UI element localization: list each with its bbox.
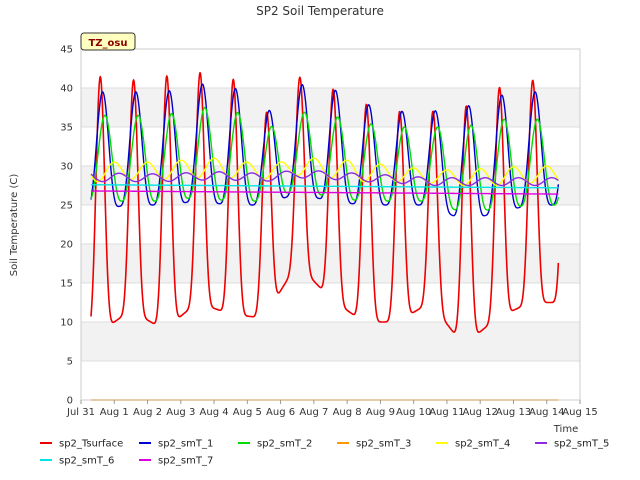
legend-item-sp2_smT_2: sp2_smT_2 (238, 439, 312, 450)
y-tick-label: 35 (60, 123, 73, 134)
x-tick-label: Aug 2 (133, 407, 162, 418)
y-tick-label: 10 (60, 318, 73, 329)
legend-label: sp2_smT_6 (59, 456, 114, 467)
y-tick-label: 25 (60, 201, 73, 212)
x-axis-ticks: Jul 31 Aug 1 Aug 2 Aug 3 Aug 4 Aug 5 Aug 6 Aug … (66, 400, 598, 418)
legend-item-sp2_smT_1: sp2_smT_1 (139, 439, 213, 450)
series-line-sp2_smT_4 (90, 157, 559, 187)
legend-label: sp2_Tsurface (59, 439, 123, 450)
legend-label: sp2_smT_2 (257, 439, 312, 450)
x-tick-label: Aug 10 (396, 407, 431, 418)
x-axis-title: Time (553, 424, 578, 435)
x-tick-label: Aug 7 (299, 407, 328, 418)
legend-label: sp2_smT_4 (455, 439, 510, 450)
y-tick-label: 20 (60, 240, 73, 251)
x-tick-label: Aug 9 (366, 407, 395, 418)
x-tick-label: Aug 5 (233, 407, 262, 418)
series-line-sp2_smT_2 (90, 106, 560, 211)
x-tick-label: Aug 4 (200, 407, 229, 418)
series-line-sp2_smT_5 (90, 170, 559, 187)
x-tick-label: Aug 13 (496, 407, 531, 418)
legend-item-sp2_smT_7: sp2_smT_7 (139, 456, 213, 467)
legend-item-sp2_smT_3: sp2_smT_3 (337, 439, 411, 450)
y-tick-label: 0 (67, 396, 73, 407)
series-line-sp2_smT_6 (90, 184, 559, 189)
legend-item-sp2_smT_6: sp2_smT_6 (40, 456, 114, 467)
timezone-badge-box (80, 32, 136, 51)
series-line-sp2_Tsurface (90, 71, 560, 334)
x-tick-label: Jul 31 (66, 407, 95, 418)
plot-band (81, 322, 580, 361)
x-tick-label: Aug 14 (529, 407, 564, 418)
chart-title: SP2 Soil Temperature (256, 4, 384, 18)
x-tick-label: Aug 1 (100, 407, 129, 418)
legend-label: sp2_smT_5 (554, 439, 609, 450)
y-axis-ticks: 0 5 10 15 20 25 30 35 40 45 (60, 45, 73, 407)
x-tick-label: Aug 6 (266, 407, 295, 418)
series-line-sp2_smT_7 (90, 190, 559, 195)
legend-label: sp2_smT_7 (158, 456, 213, 467)
legend-item-sp2_Tsurface: sp2_Tsurface (40, 439, 123, 450)
legend-label: sp2_smT_1 (158, 439, 213, 450)
y-tick-label: 45 (60, 45, 73, 56)
plot-frame (80, 48, 581, 401)
legend: sp2_Tsurface sp2_smT_1 sp2_smT_2 sp2_smT_3 s… (40, 439, 609, 467)
legend-item-sp2_smT_4: sp2_smT_4 (436, 439, 510, 450)
x-tick-label: Aug 12 (462, 407, 497, 418)
timezone-badge: TZ_osu (80, 32, 136, 51)
plot-band (81, 244, 580, 283)
x-tick-label: Aug 3 (166, 407, 195, 418)
y-tick-label: 5 (67, 357, 73, 368)
legend-item-sp2_smT_5: sp2_smT_5 (535, 439, 609, 450)
x-tick-label: Aug 11 (429, 407, 464, 418)
x-tick-label: Aug 15 (562, 407, 597, 418)
y-tick-label: 30 (60, 162, 73, 173)
timezone-badge-label: TZ_osu (88, 38, 127, 49)
x-tick-label: Aug 8 (333, 407, 362, 418)
series-lines (90, 71, 560, 401)
y-axis-title: Soil Temperature (C) (9, 174, 20, 277)
y-tick-label: 15 (60, 279, 73, 290)
legend-label: sp2_smT_3 (356, 439, 411, 450)
y-tick-label: 40 (60, 84, 73, 95)
